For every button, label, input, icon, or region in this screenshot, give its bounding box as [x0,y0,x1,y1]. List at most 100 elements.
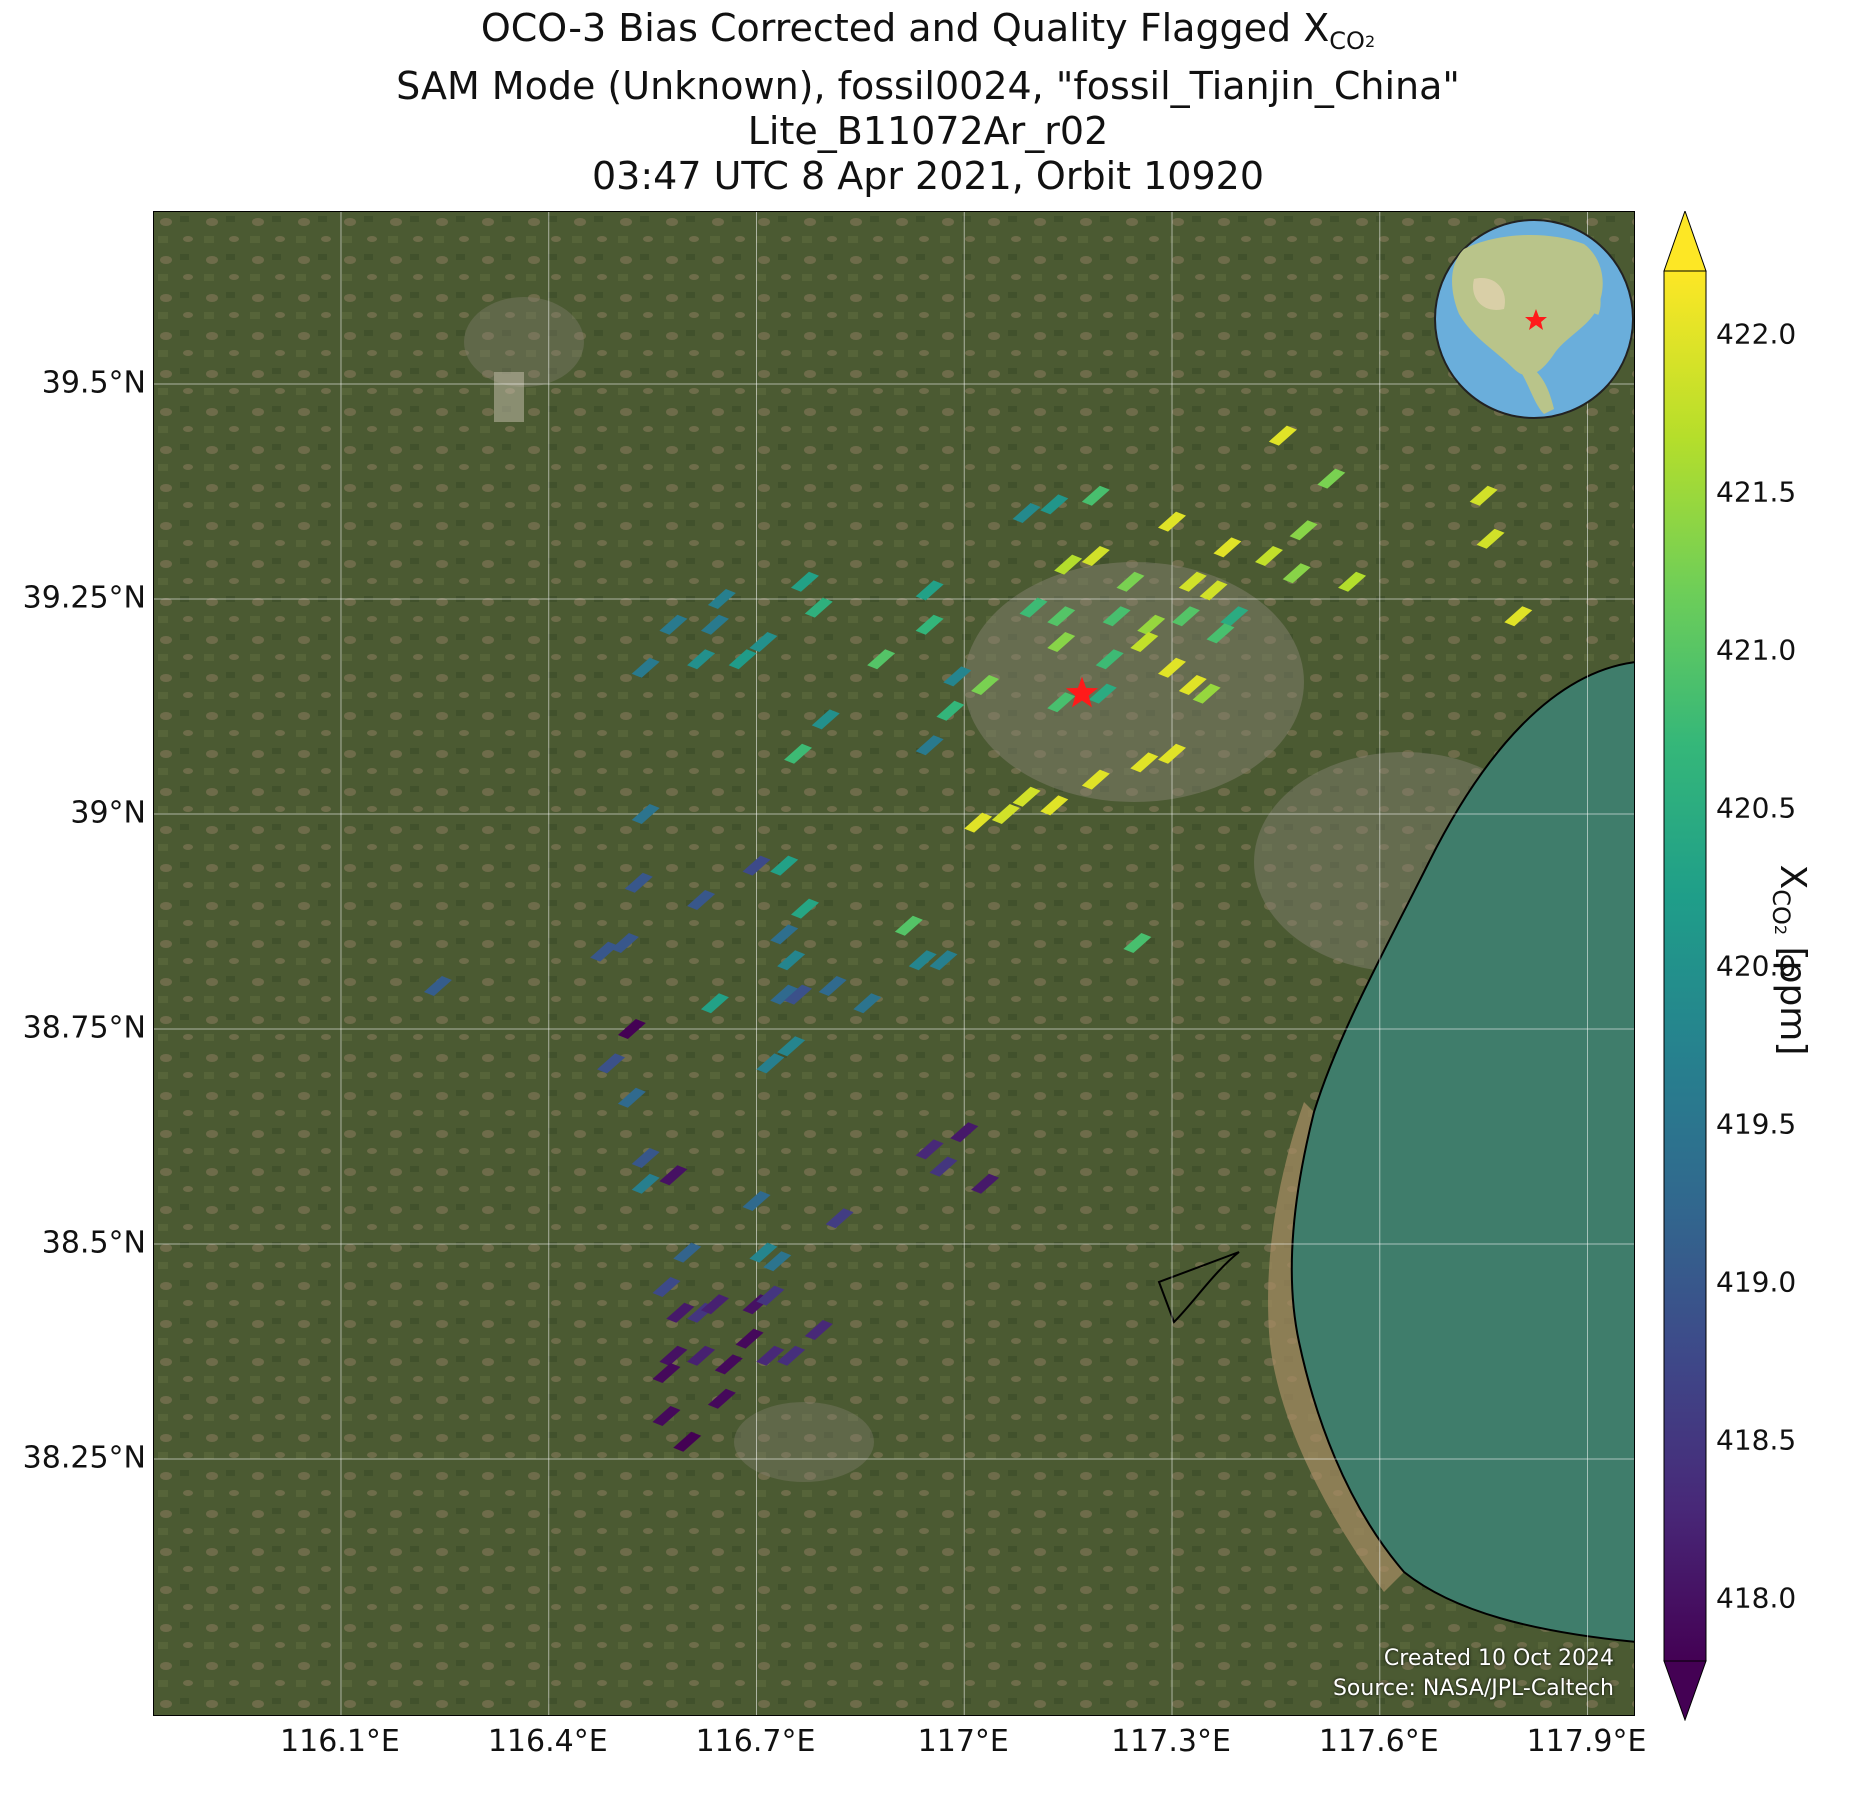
xco2-sounding [790,898,819,919]
xco2-sounding [818,976,847,996]
xco2-sounding [742,1191,771,1211]
lat-tick-label: 38.75°N [22,1010,146,1046]
xco2-sounding [1040,795,1069,816]
xco2-sounding [1095,649,1124,670]
xco2-sounding [756,1053,785,1074]
xco2-sounding [1130,752,1159,773]
xco2-sounding [929,1156,958,1177]
colorbar-gradient [1663,270,1707,1662]
xco2-sounding [652,1406,681,1426]
colorbar-tick-label: 418.5 [1716,1423,1797,1457]
colorbar-extend-max [1663,211,1707,272]
xco2-sounding [943,666,972,687]
xco2-sounding [631,1173,660,1194]
xco2-sounding [666,1302,695,1323]
xco2-sounding [894,915,923,936]
xco2-sounding [811,709,840,730]
xco2-sounding [1171,606,1200,627]
xco2-sounding [929,950,958,971]
xco2-sounding [659,614,688,635]
xco2-sounding [784,984,813,1005]
xco2-sounding [804,597,833,618]
xco2-sounding [714,1354,743,1375]
credit-created: Created 10 Oct 2024 [1383,1646,1614,1671]
xco2-sounding [423,976,452,996]
xco2-sounding [1282,563,1311,584]
xco2-sounding [687,649,716,670]
xco2-sounding [1158,657,1187,678]
xco2-sounding [825,1208,854,1229]
xco2-sounding [1192,683,1221,704]
xco2-sounding [770,855,799,876]
xco2-sounding [1254,546,1283,566]
lat-tick-label: 39°N [70,795,146,831]
xco2-sounding [742,855,771,876]
globe-islands [1582,267,1601,315]
bohai-sea [1291,662,1634,1642]
xco2-sounding [936,700,965,721]
xco2-sounding [1338,571,1367,592]
xco2-sounding [610,933,639,953]
lon-tick-label: 116.1°E [280,1724,400,1759]
xco2-sounding [867,649,896,670]
xco2-sounding [790,571,819,592]
xco2-sounding [991,804,1020,824]
xco2-sounding [1040,494,1069,515]
lat-tick-label: 38.25°N [22,1440,146,1476]
xco2-sounding [673,1242,702,1263]
xco2-sounding [915,614,944,635]
colorbar-label: XCO2 [ppm] [1767,864,1813,1056]
target-star [1065,676,1099,708]
xco2-sounding [777,1345,806,1366]
map-panel: Created 10 Oct 2024 Source: NASA/JPL-Cal… [153,211,1635,1716]
xco2-sounding [1019,597,1048,618]
colorbar-tick-label: 418.0 [1716,1581,1797,1615]
xco2-sounding [1047,606,1076,627]
xco2-sounding [1116,571,1145,592]
xco2-sounding [749,632,778,652]
xco2-sounding [1317,468,1346,489]
lon-tick-label: 117.3°E [1111,1724,1231,1759]
target-star-icon [1065,676,1099,708]
xco2-sounding [971,675,1000,695]
xco2-sounding [624,872,653,893]
xco2-sounding [659,1345,688,1366]
xco2-sounding [631,804,660,824]
xco2-sounding [687,1345,716,1366]
title-line-3: Lite_B11072Ar_r02 [747,109,1109,153]
xco2-sounding [652,1277,681,1297]
lon-tick-label: 117.6°E [1318,1724,1439,1759]
xco2-sounding [1137,614,1166,635]
colorbar-tick-label: 419.5 [1716,1107,1797,1141]
xco2-sounding [950,1122,979,1143]
xco2-sounding [770,924,799,945]
colorbar-tick-label: 422.0 [1716,317,1797,351]
xco2-sounding [1504,606,1533,627]
xco2-sounding [777,1036,806,1057]
xco2-sounding [1476,528,1505,549]
xco2-sounding [915,735,944,756]
xco2-sounding [735,1328,764,1349]
lon-tick-label: 117°E [917,1724,1009,1759]
xco2-sounding [756,1345,785,1366]
xco2-sounding [964,812,993,833]
xco2-sounding [971,1173,1000,1194]
xco2-sounding [853,993,882,1014]
xco2-sounding [1081,485,1110,506]
title-line-1: OCO-3 Bias Corrected and Quality Flagged… [480,6,1376,55]
xco2-sounding [770,984,799,1005]
coastline [1290,661,1634,1643]
xco2-sounding [1469,485,1498,506]
globe-peninsula [1519,369,1554,414]
globe-star-icon [1525,309,1547,330]
xco2-sounding [700,993,729,1014]
xco2-sounding [1158,511,1187,532]
colorbar-tick-label: 420.5 [1716,791,1797,825]
inland-boundary [1157,1251,1240,1324]
xco2-sounding [1081,546,1110,566]
xco2-sounding [1178,675,1207,695]
gridlines [154,212,1634,1715]
xco2-sounding [617,1019,646,1039]
xco2-sounding [728,649,757,670]
lon-tick-label: 117.9°E [1526,1724,1647,1759]
